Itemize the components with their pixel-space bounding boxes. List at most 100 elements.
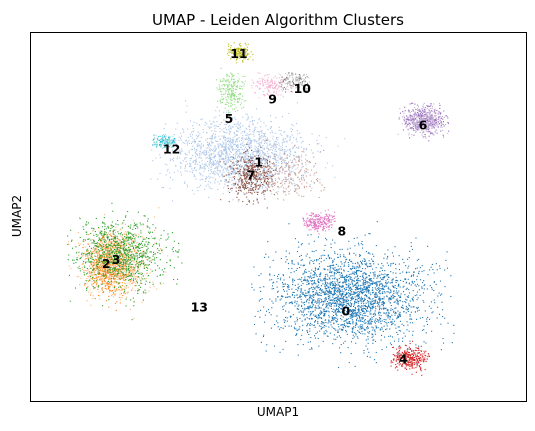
data-point (359, 276, 361, 278)
data-point (89, 294, 91, 296)
data-point (224, 147, 226, 149)
data-point (249, 130, 251, 132)
data-point (340, 276, 342, 278)
data-point (387, 249, 389, 251)
data-point (220, 122, 222, 124)
data-point (132, 219, 134, 221)
data-point (323, 326, 325, 328)
data-point (228, 141, 230, 143)
data-point (234, 157, 236, 159)
data-point (342, 310, 344, 312)
data-point (239, 140, 241, 142)
data-point (423, 288, 425, 290)
data-point (319, 313, 321, 315)
data-point (244, 146, 246, 148)
data-point (298, 304, 300, 306)
data-point (106, 271, 108, 273)
data-point (223, 168, 225, 170)
data-point (119, 277, 121, 279)
data-point (351, 281, 353, 283)
data-point (266, 137, 268, 139)
data-point (176, 122, 178, 124)
data-point (282, 190, 284, 192)
data-point (338, 272, 340, 274)
data-point (378, 288, 380, 290)
data-point (334, 283, 336, 285)
data-point (200, 184, 202, 186)
data-point (348, 293, 350, 295)
data-point (105, 268, 107, 270)
data-point (285, 310, 287, 312)
data-point (377, 287, 379, 289)
data-point (218, 156, 220, 158)
data-point (429, 269, 431, 271)
data-point (313, 174, 315, 176)
data-point (318, 314, 320, 316)
data-point (121, 277, 123, 279)
data-point (320, 317, 322, 319)
data-point (213, 164, 215, 166)
data-point (348, 252, 350, 254)
data-point (205, 157, 207, 159)
data-point (180, 162, 182, 164)
data-point (256, 197, 258, 199)
data-point (242, 116, 244, 118)
data-point (118, 278, 120, 280)
data-point (93, 252, 95, 254)
data-point (281, 116, 283, 118)
data-point (290, 153, 292, 155)
data-point (258, 144, 260, 146)
data-point (141, 254, 143, 256)
data-point (240, 132, 242, 134)
data-point (330, 305, 332, 307)
data-point (372, 298, 374, 300)
data-point (349, 302, 351, 304)
data-point (376, 281, 378, 283)
data-point (192, 162, 194, 164)
data-point (212, 153, 214, 155)
data-point (277, 278, 279, 280)
data-point (127, 260, 129, 262)
data-point (329, 305, 331, 307)
data-point (342, 285, 344, 287)
data-point (216, 168, 218, 170)
data-point (395, 327, 397, 329)
data-point (362, 317, 364, 319)
data-point (116, 282, 118, 284)
data-point (233, 162, 235, 164)
data-point (341, 234, 343, 236)
data-point (359, 291, 361, 293)
data-point (231, 145, 233, 147)
data-point (369, 306, 371, 308)
data-point (277, 165, 279, 167)
data-point (231, 166, 233, 168)
data-point (211, 172, 213, 174)
data-point (304, 319, 306, 321)
data-point (277, 155, 279, 157)
data-point (106, 249, 108, 251)
data-point (327, 296, 329, 298)
data-point (444, 286, 446, 288)
data-point (275, 159, 277, 161)
data-point (275, 153, 277, 155)
data-point (99, 273, 101, 275)
data-point (362, 277, 364, 279)
data-point (366, 264, 368, 266)
data-point (301, 329, 303, 331)
data-point (364, 263, 366, 265)
data-point (275, 164, 277, 166)
data-point (294, 300, 296, 302)
data-point (109, 256, 111, 258)
data-point (84, 284, 86, 286)
data-point (229, 141, 231, 143)
data-point (379, 277, 381, 279)
data-point (403, 291, 405, 293)
data-point (215, 116, 217, 118)
data-point (314, 273, 316, 275)
data-point (346, 318, 348, 320)
data-point (250, 183, 252, 185)
data-point (295, 139, 297, 141)
data-point (102, 291, 104, 293)
data-point (351, 293, 353, 295)
data-point (341, 285, 343, 287)
